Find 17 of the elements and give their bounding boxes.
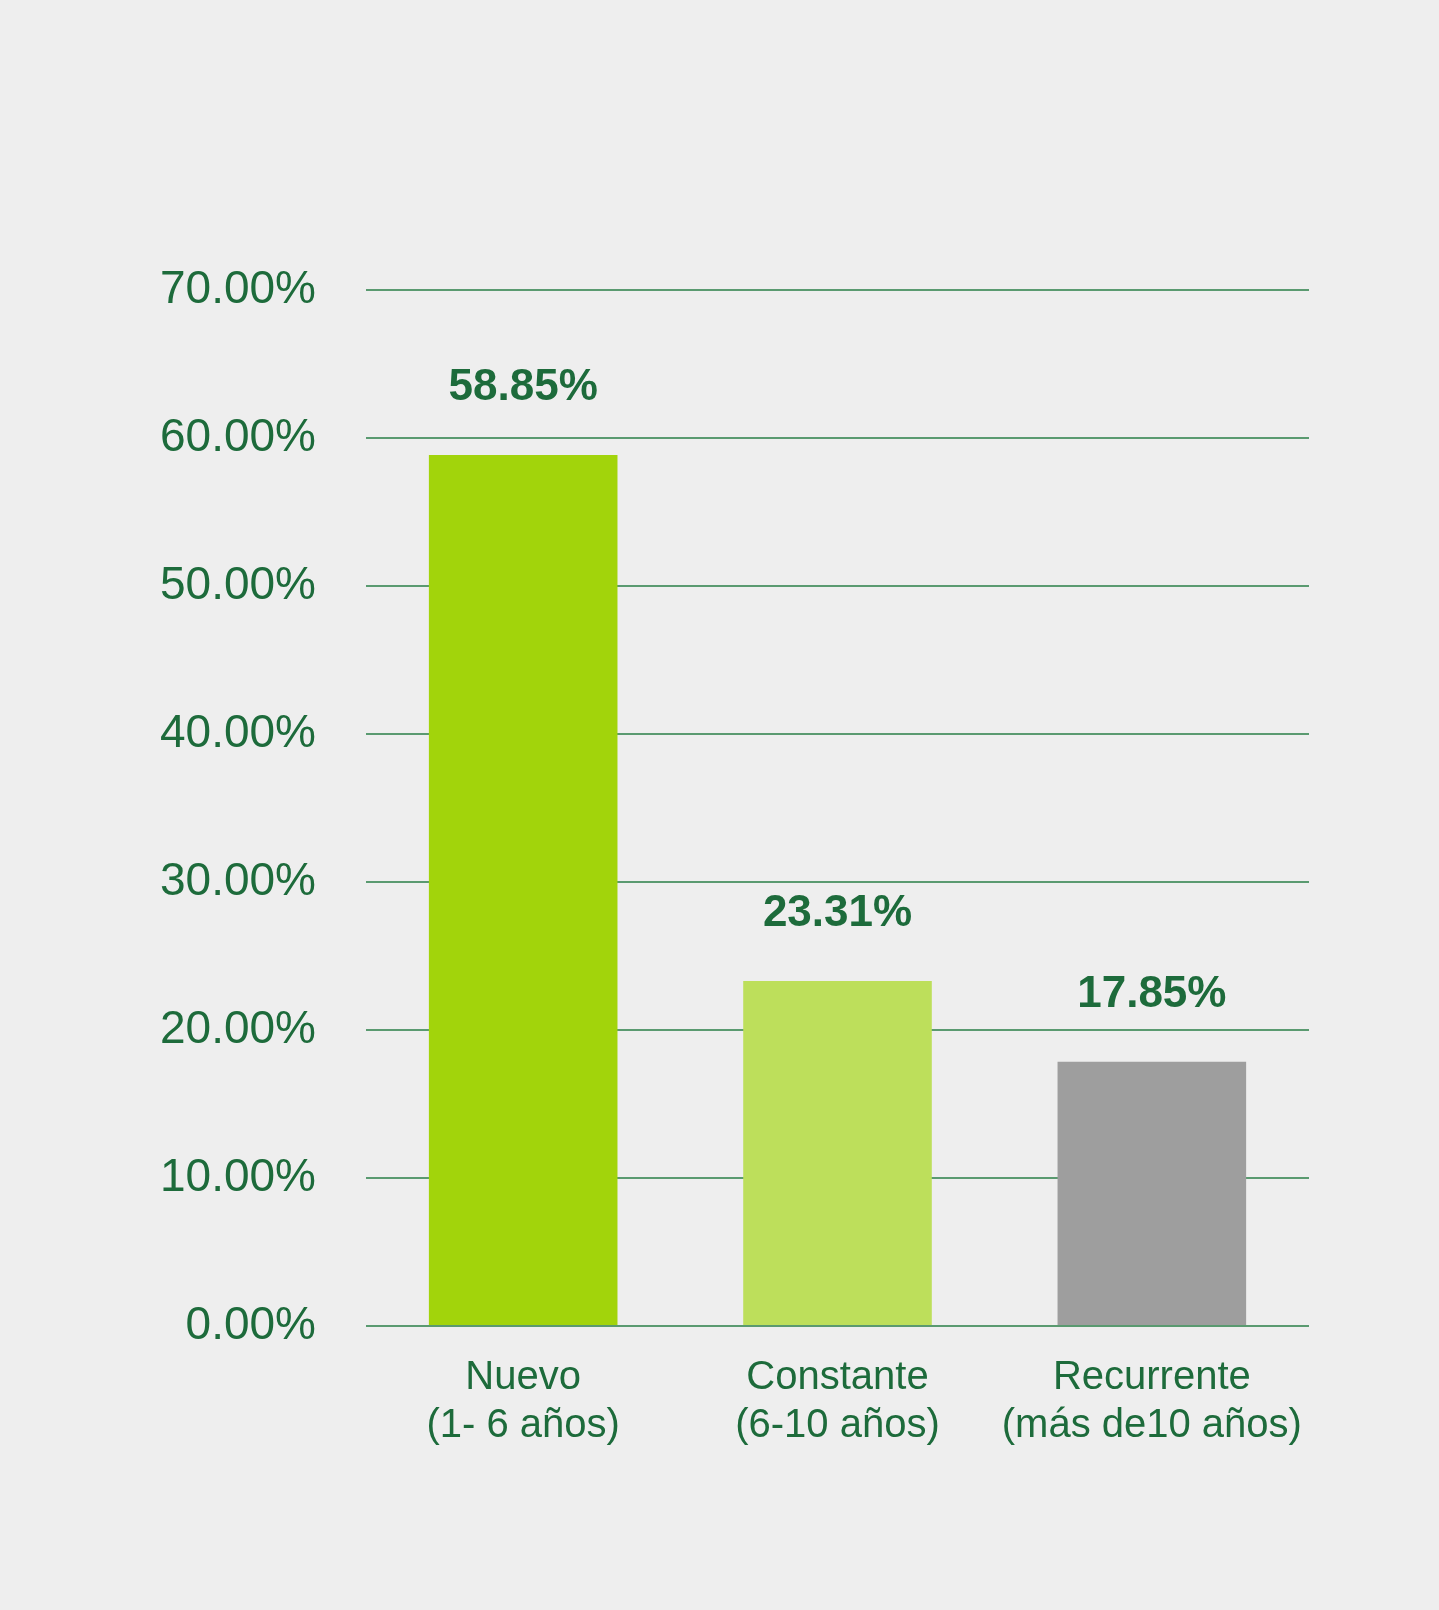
y-tick-label: 30.00% [160,852,317,905]
y-tick-label: 10.00% [160,1148,317,1201]
y-tick-label: 40.00% [160,704,317,757]
data-label: 23.31% [762,886,913,936]
y-tick-label: 50.00% [160,556,317,609]
bar [1057,1061,1247,1325]
y-tick-label: 60.00% [160,408,317,461]
data-label: 17.85% [1077,966,1227,1016]
bar [743,981,932,1325]
bar [428,455,618,1325]
x-tick-label: Recurrente (más de10 años) [1001,1353,1302,1446]
y-tick-label: 0.00% [185,1296,317,1349]
x-tick-label: Constante (6-10 años) [735,1353,940,1446]
y-tick-label: 70.00% [160,260,317,313]
x-tick-label: Nuevo (1- 6 años) [426,1353,620,1446]
data-label: 58.85% [448,360,598,410]
y-tick-label: 20.00% [160,1000,317,1053]
